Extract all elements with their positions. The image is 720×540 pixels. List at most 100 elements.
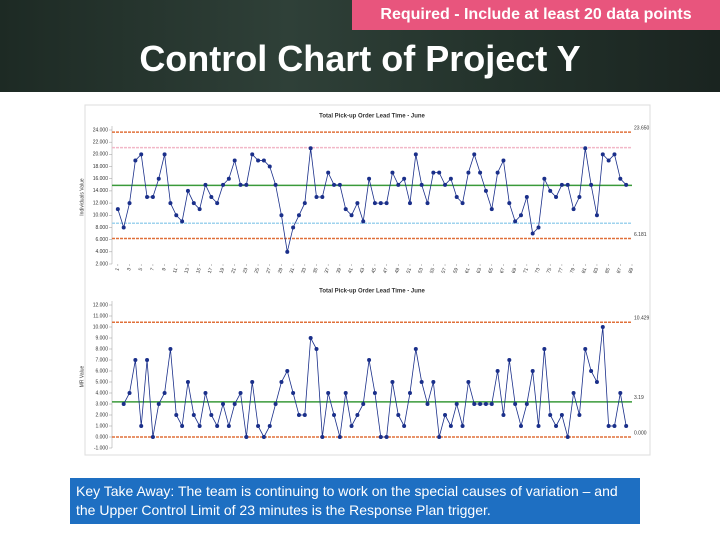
x-tick-label: 29 xyxy=(277,267,285,274)
data-point xyxy=(191,413,196,417)
data-point xyxy=(285,369,290,373)
data-point xyxy=(203,182,208,187)
data-point xyxy=(261,158,266,163)
data-point xyxy=(559,413,564,417)
data-point xyxy=(396,413,401,417)
y-tick-label: 2.000 xyxy=(95,261,108,267)
data-point xyxy=(314,347,319,351)
data-point xyxy=(489,207,494,212)
data-point xyxy=(221,182,226,187)
data-point xyxy=(343,207,348,212)
data-point xyxy=(542,347,547,351)
y-tick-label: 4.000 xyxy=(95,249,108,255)
x-tick-label: 51 xyxy=(406,267,414,274)
data-point xyxy=(361,219,366,224)
takeaway: Key Take Away: The team is continuing to… xyxy=(70,478,640,524)
data-point xyxy=(501,158,506,163)
data-point xyxy=(250,380,255,384)
x-tick-label: 35 xyxy=(312,267,320,274)
data-point xyxy=(320,435,325,439)
x-tick-label: 27 xyxy=(265,267,273,274)
y-tick-label: 10.000 xyxy=(93,213,109,219)
x-tick-label: 21 xyxy=(230,267,238,274)
data-point xyxy=(396,182,401,187)
data-point xyxy=(407,201,412,206)
data-point xyxy=(209,413,214,417)
data-point xyxy=(180,219,185,224)
data-point xyxy=(320,195,325,199)
x-tick-label: 31 xyxy=(289,267,297,274)
data-point xyxy=(326,391,331,395)
x-tick-label: 53 xyxy=(417,267,425,274)
data-point xyxy=(355,201,360,206)
x-tick-label: 77 xyxy=(557,267,565,274)
data-point xyxy=(507,358,512,362)
data-point xyxy=(232,402,237,406)
data-point xyxy=(332,413,337,417)
data-point xyxy=(559,182,564,187)
data-point xyxy=(180,424,185,428)
data-point xyxy=(308,336,313,340)
x-tick-label: 7 xyxy=(149,267,156,272)
x-tick-label: 85 xyxy=(604,267,612,274)
x-tick-label: 81 xyxy=(581,267,589,274)
data-point xyxy=(349,424,354,428)
data-point xyxy=(355,413,360,417)
data-point xyxy=(507,201,512,206)
data-point xyxy=(624,182,629,187)
y-tick-label: 8.000 xyxy=(95,346,108,352)
x-tick-label: 25 xyxy=(254,267,262,274)
data-point xyxy=(425,201,430,206)
data-point xyxy=(419,182,424,187)
data-point xyxy=(127,391,132,395)
data-point xyxy=(256,158,261,163)
data-point xyxy=(472,152,477,157)
data-point xyxy=(156,402,161,406)
y-tick-label: 6.000 xyxy=(95,237,108,243)
y-tick-label: 6.000 xyxy=(95,368,108,374)
data-point xyxy=(203,391,208,395)
data-point xyxy=(518,424,523,428)
data-point xyxy=(594,380,599,384)
x-tick-label: 75 xyxy=(546,267,554,274)
control-line-label: 3.19 xyxy=(634,395,644,401)
x-tick-label: 3 xyxy=(126,267,133,272)
control-line-label: 0.000 xyxy=(634,430,647,436)
data-point xyxy=(372,201,377,206)
data-point xyxy=(466,170,471,175)
chart-frame xyxy=(84,104,651,456)
data-point xyxy=(343,391,348,395)
x-tick-label: 41 xyxy=(347,267,355,274)
data-point xyxy=(530,369,535,373)
data-point xyxy=(168,347,173,351)
data-point xyxy=(513,219,518,224)
data-point xyxy=(612,424,617,428)
data-point xyxy=(448,176,453,181)
data-point xyxy=(349,213,354,218)
data-point xyxy=(162,152,167,157)
data-point xyxy=(577,195,582,199)
data-point xyxy=(431,380,436,384)
data-point xyxy=(583,347,588,351)
data-point xyxy=(571,391,576,395)
data-point xyxy=(337,182,342,187)
data-point xyxy=(378,435,383,439)
data-point xyxy=(296,413,301,417)
data-point xyxy=(589,369,594,373)
data-point xyxy=(448,424,453,428)
data-point xyxy=(524,402,529,406)
data-point xyxy=(472,402,477,406)
y-tick-label: 20.000 xyxy=(93,152,109,158)
x-tick-label: 57 xyxy=(441,267,449,274)
data-point xyxy=(238,391,243,395)
data-point xyxy=(454,402,459,406)
y-tick-label: 3.000 xyxy=(95,401,108,407)
data-point xyxy=(145,195,150,199)
data-point xyxy=(583,146,588,151)
data-point xyxy=(565,182,570,187)
data-point xyxy=(378,201,383,206)
x-tick-label: 9 xyxy=(161,267,168,272)
y-tick-label: 8.000 xyxy=(95,225,108,231)
x-tick-label: 33 xyxy=(300,267,308,274)
data-point xyxy=(495,369,500,373)
